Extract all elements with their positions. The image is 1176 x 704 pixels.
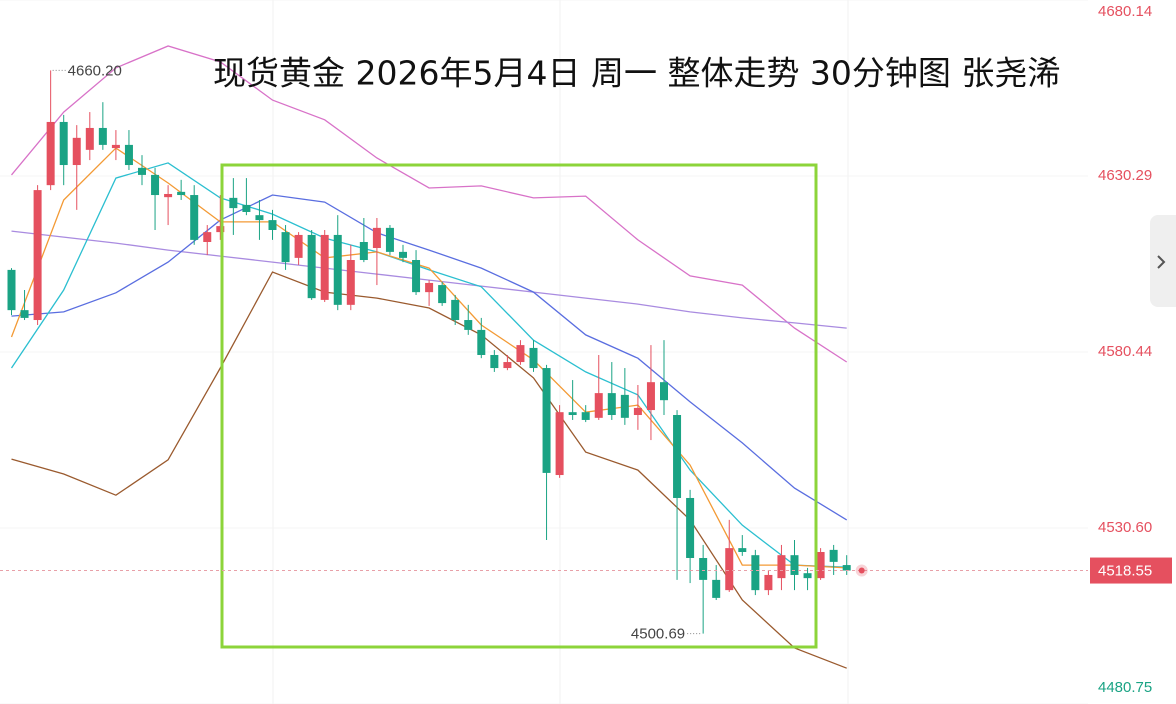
candle-body: [372, 227, 381, 249]
candle-body: [216, 226, 225, 233]
candle-body: [829, 549, 838, 562]
candle-body: [425, 282, 434, 293]
candle-body: [307, 234, 316, 299]
candle-body: [438, 285, 447, 304]
overlay-line: [11, 45, 848, 363]
candle-body: [542, 368, 551, 473]
candle-body: [85, 127, 94, 150]
candle-body: [111, 144, 120, 149]
current-price-label: 4518.55: [1098, 563, 1152, 580]
candle-body: [464, 320, 473, 330]
current-price-dot: [858, 567, 865, 574]
candle-body: [385, 227, 394, 252]
candle-body: [529, 347, 538, 369]
candle-body: [229, 197, 238, 209]
candle-body: [673, 415, 682, 498]
side-tab-arrow[interactable]: [1157, 255, 1166, 269]
candle-body: [59, 121, 68, 166]
candle-body: [490, 354, 499, 369]
candle-body: [738, 548, 747, 553]
y-tick-label: 4680.14: [1098, 3, 1152, 20]
y-tick-label: 4580.44: [1098, 343, 1152, 360]
candle-body: [333, 234, 342, 305]
annotation-label: 4660.20: [68, 62, 122, 79]
candle-body: [620, 394, 629, 418]
candle-body: [151, 174, 160, 196]
candle-body: [594, 393, 603, 418]
annotations: 4660.20 4500.69: [0, 62, 1088, 643]
candle-body: [803, 573, 812, 579]
overlay-line: [11, 194, 848, 521]
overlay-lines: [10, 45, 848, 669]
candle-body: [842, 565, 851, 571]
candle-body: [268, 220, 277, 230]
y-tick-label: 4480.75: [1098, 679, 1152, 696]
candle-body: [72, 137, 81, 166]
candle-body: [660, 382, 668, 401]
candle-body: [686, 497, 695, 559]
candle-body: [816, 552, 825, 579]
candle-body: [164, 193, 173, 198]
candle-body: [555, 412, 564, 476]
candle-body: [177, 191, 186, 196]
candle-body: [138, 167, 146, 175]
candle-body: [399, 251, 407, 258]
candle-body: [203, 232, 212, 242]
overlay-line: [10, 147, 847, 569]
candle-body: [581, 412, 590, 420]
y-tick-label: 4630.29: [1098, 167, 1152, 184]
grid: [0, 0, 1088, 704]
overlay-line: [11, 271, 847, 669]
candle-body: [568, 412, 577, 416]
candle-body: [764, 574, 773, 591]
candle-body: [124, 144, 133, 166]
overlay-line: [10, 162, 847, 568]
current-price-box: [1090, 557, 1172, 584]
candle-body: [699, 558, 708, 580]
candle-body: [412, 260, 421, 293]
candle-body: [607, 393, 616, 416]
candle-body: [190, 195, 199, 240]
price-axis: 4680.14 4630.29 4580.44 4530.60 4480.75 4518.…: [1090, 3, 1172, 696]
candle-body: [725, 548, 734, 591]
chart-title: 现货黄金 2026年5月4日 周一 整体走势 30分钟图 张尧浠: [213, 54, 1060, 93]
candle-body: [20, 310, 29, 318]
candle-body: [777, 555, 786, 579]
candle-body: [751, 555, 760, 591]
candles: [7, 70, 851, 634]
candle-body: [646, 382, 655, 411]
candle-body: [294, 234, 303, 258]
candle-body: [503, 362, 512, 369]
candle-body: [451, 299, 460, 321]
candle-body: [516, 345, 525, 363]
candle-body: [633, 407, 642, 416]
candle-body: [255, 215, 264, 221]
candle-body: [320, 234, 329, 300]
candle-body: [346, 260, 355, 305]
annotation-label: 4500.69: [631, 626, 685, 643]
candle-body: [98, 127, 107, 145]
overlay-line: [11, 230, 847, 329]
candle-body: [477, 329, 486, 355]
candle-body: [790, 555, 799, 575]
candle-body: [242, 204, 251, 212]
candle-body: [33, 190, 42, 321]
candle-body: [359, 241, 368, 261]
highlight-box: [220, 163, 818, 649]
candle-body: [712, 579, 721, 598]
candle-body: [281, 232, 290, 263]
candle-body: [7, 269, 16, 311]
y-tick-label: 4530.60: [1098, 519, 1152, 536]
candle-body: [46, 121, 55, 186]
side-tab[interactable]: [1150, 215, 1176, 307]
